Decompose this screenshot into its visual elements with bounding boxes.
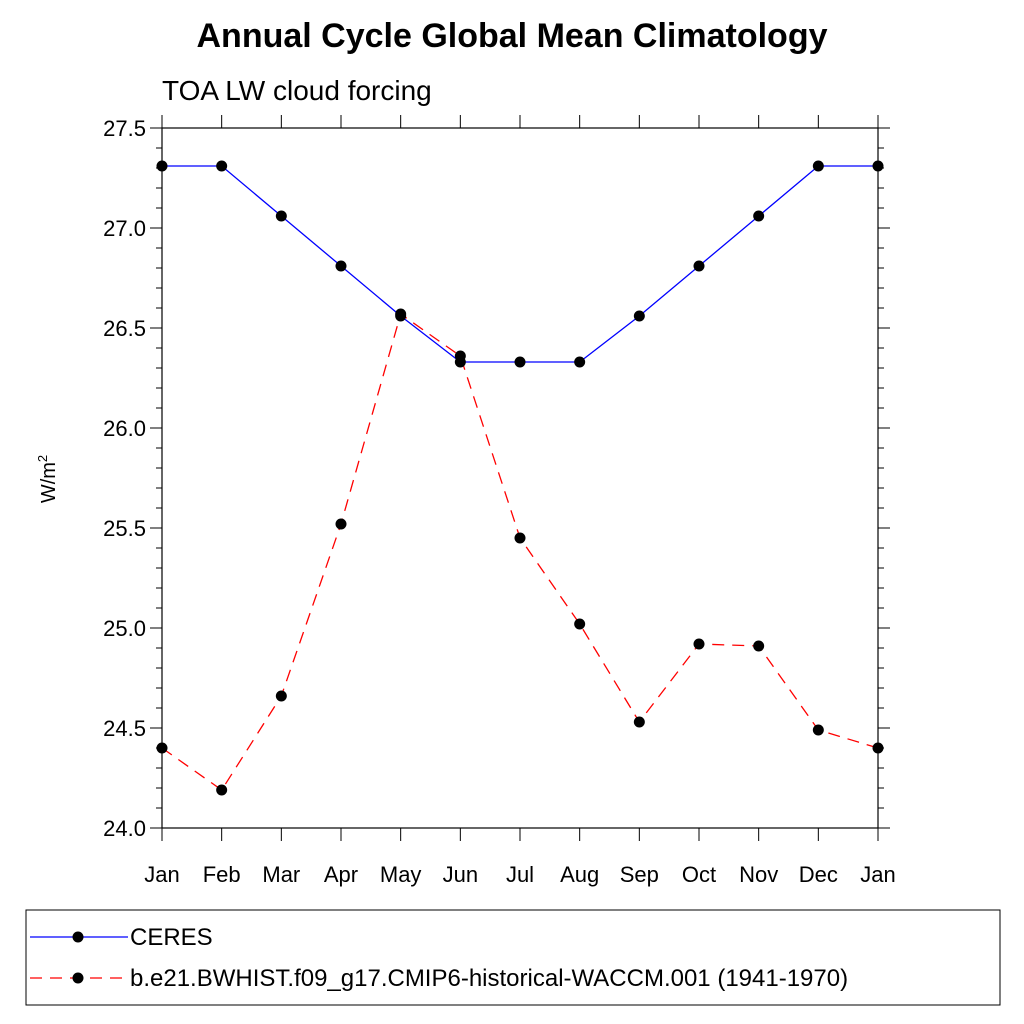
series-0-point — [275, 210, 287, 222]
legend-label-ceres: CERES — [130, 924, 213, 951]
series-1-point — [812, 724, 824, 736]
chart-subtitle: TOA LW cloud forcing — [162, 75, 432, 106]
series-line-0 — [162, 165, 878, 363]
x-tick-label: Sep — [620, 862, 659, 887]
series-1-point — [693, 638, 705, 650]
series-0-point — [514, 356, 526, 368]
x-tick-label: Oct — [682, 862, 716, 887]
y-axis-label-text: W/m — [38, 462, 60, 503]
y-tick-label: 26.0 — [103, 416, 146, 441]
series-1-point — [335, 518, 347, 530]
legend-marker-waccm — [72, 972, 84, 984]
series-1-point — [514, 532, 526, 544]
x-tick-label: Mar — [262, 862, 300, 887]
x-tick-label: Jan — [860, 862, 895, 887]
series-0-point — [574, 356, 586, 368]
series-1-point — [156, 742, 168, 754]
series-0-point — [812, 160, 824, 172]
x-tick-label: Nov — [739, 862, 778, 887]
legend: CERES b.e21.BWHIST.f09_g17.CMIP6-histori… — [30, 924, 848, 992]
y-tick-label: 25.0 — [103, 616, 146, 641]
y-tick-label: 25.5 — [103, 516, 146, 541]
axis-ticks — [150, 115, 890, 841]
series-1-point — [574, 618, 586, 630]
plot-frame — [161, 127, 879, 829]
x-tick-label: Aug — [560, 862, 599, 887]
x-tick-label: Jun — [443, 862, 478, 887]
series-1-point — [753, 640, 765, 652]
series-line-1 — [161, 312, 879, 791]
x-tick-label: Jul — [506, 862, 534, 887]
series-1-point — [633, 716, 645, 728]
legend-marker-ceres — [72, 931, 84, 943]
series-0-point — [216, 160, 228, 172]
series-1-point — [454, 350, 466, 362]
legend-entry-waccm: b.e21.BWHIST.f09_g17.CMIP6-historical-WA… — [30, 965, 848, 992]
y-tick-label: 24.0 — [103, 816, 146, 841]
svg-text:W/m2: W/m2 — [35, 455, 60, 503]
series-0-point — [633, 310, 645, 322]
x-tick-label: Dec — [799, 862, 838, 887]
series-0-point — [753, 210, 765, 222]
series-0-point — [872, 160, 884, 172]
y-axis-label: W/m2 — [35, 455, 60, 503]
y-axis-label-superscript: 2 — [35, 455, 50, 462]
x-tick-label: May — [380, 862, 422, 887]
series-1-point — [395, 308, 407, 320]
x-tick-labels: Jan Feb Mar Apr May Jun Jul Aug Sep Oct Nov Dec Jan — [144, 862, 895, 887]
y-tick-label: 26.5 — [103, 316, 146, 341]
series-layer — [156, 160, 884, 796]
x-tick-label: Jan — [144, 862, 179, 887]
series-1-point — [275, 690, 287, 702]
y-tick-labels: 24.0 24.5 25.0 25.5 26.0 26.5 27.0 27.5 — [103, 116, 146, 841]
y-tick-label: 24.5 — [103, 716, 146, 741]
legend-box — [25, 909, 1001, 1006]
series-0-point — [156, 160, 168, 172]
x-tick-label: Feb — [203, 862, 241, 887]
y-tick-label: 27.5 — [103, 116, 146, 141]
legend-entry-ceres: CERES — [30, 924, 213, 951]
series-0-point — [693, 260, 705, 272]
y-tick-label: 27.0 — [103, 216, 146, 241]
chart-title: Annual Cycle Global Mean Climatology — [197, 17, 828, 55]
x-tick-label: Apr — [324, 862, 358, 887]
series-1-point — [872, 742, 884, 754]
series-1-point — [216, 784, 228, 796]
series-0-point — [335, 260, 347, 272]
legend-label-waccm: b.e21.BWHIST.f09_g17.CMIP6-historical-WA… — [130, 965, 848, 992]
